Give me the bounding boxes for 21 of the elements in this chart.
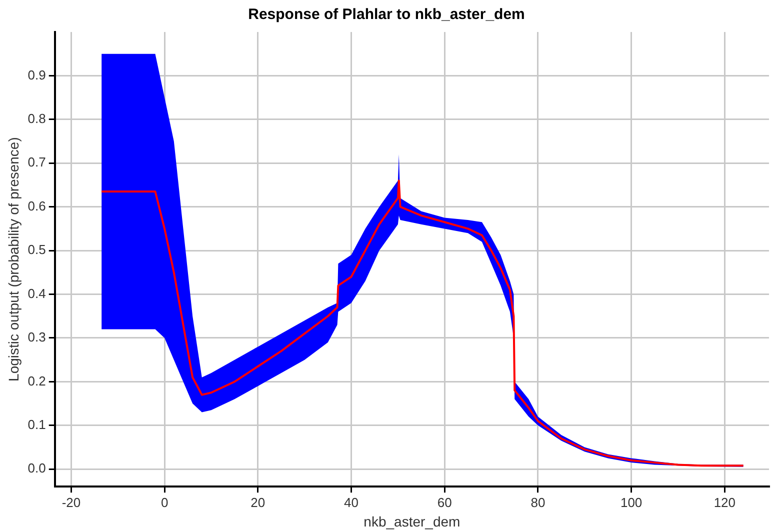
y-tick-label: 0.8 [28,111,46,126]
x-tick-label: 60 [437,494,452,510]
x-tick-label: 20 [250,494,266,510]
x-tick-label: 0 [160,494,168,510]
chart-title: Response of Plahlar to nkb_aster_dem [248,6,525,24]
x-tick-label: 80 [530,494,546,510]
y-tick-label: 0.9 [28,67,46,82]
y-tick-label: 0.2 [28,373,46,388]
y-tick-label: 0.0 [28,460,46,476]
y-axis-title: Logistic output (probability of presence) [5,137,22,382]
x-tick-label: -20 [62,494,81,510]
x-tick-label: 100 [620,494,642,510]
y-tick-label: 0.1 [28,416,46,432]
x-tick-label: 40 [344,494,358,510]
x-axis-title: nkb_aster_dem [364,513,460,530]
y-tick-label: 0.4 [28,286,46,301]
x-tick-label: 120 [714,494,736,510]
y-tick-label: 0.6 [28,198,46,214]
y-tick-label: 0.5 [28,242,46,258]
y-tick-label: 0.7 [28,154,46,170]
y-tick-label: 0.3 [28,330,46,345]
